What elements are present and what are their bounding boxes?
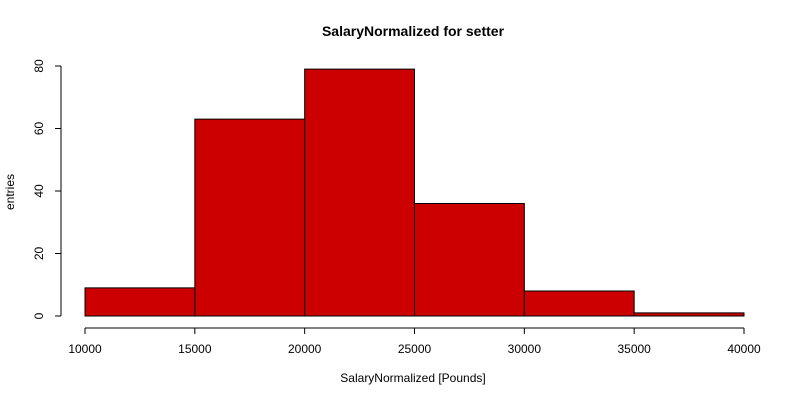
- x-tick-label-3: 25000: [398, 342, 432, 356]
- x-tick-label-4: 30000: [508, 342, 542, 356]
- y-tick-label-1: 20: [32, 247, 46, 261]
- x-tick-label-6: 40000: [727, 342, 761, 356]
- x-tick-label-0: 10000: [68, 342, 102, 356]
- y-axis: 0 20 40 60 80: [32, 59, 62, 319]
- x-tick-label-2: 20000: [288, 342, 322, 356]
- histogram-bar-2: [304, 68, 415, 317]
- histogram-bar-4: [523, 290, 635, 317]
- x-axis-label: SalaryNormalized [Pounds]: [340, 371, 485, 385]
- histogram-bar-3: [414, 203, 525, 317]
- y-tick-label-2: 40: [32, 184, 46, 198]
- y-tick-label-4: 80: [32, 59, 46, 73]
- histogram-bar-1: [194, 118, 306, 317]
- y-tick-label-3: 60: [32, 122, 46, 136]
- y-axis-label: entries: [3, 174, 17, 210]
- y-tick-label-0: 0: [32, 312, 46, 319]
- chart-title: SalaryNormalized for setter: [322, 23, 505, 39]
- x-tick-label-1: 15000: [178, 342, 212, 356]
- x-tick-label-5: 35000: [617, 342, 651, 356]
- x-axis: 10000 15000 20000 25000 30000 35000 40000: [68, 327, 761, 356]
- histogram-bar-0: [84, 287, 196, 317]
- histogram-bar-5: [633, 312, 745, 317]
- bars-group: [84, 68, 745, 317]
